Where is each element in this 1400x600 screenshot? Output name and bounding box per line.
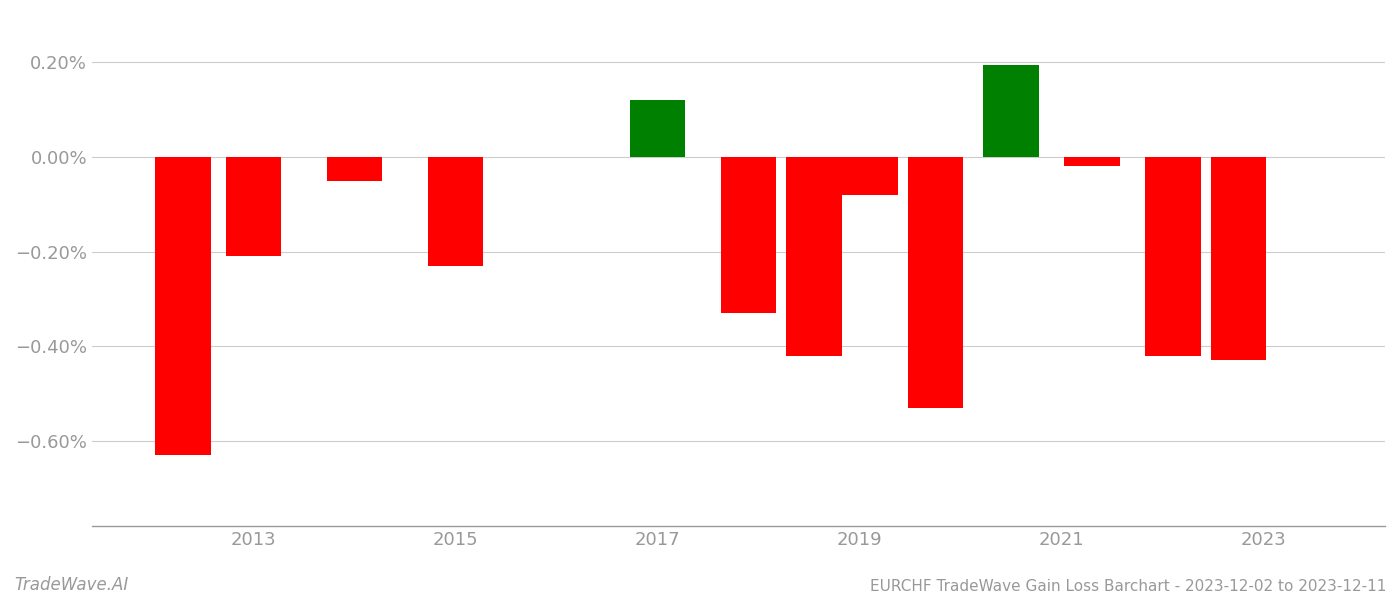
Bar xyxy=(1145,157,1201,356)
Bar xyxy=(787,157,841,356)
Text: EURCHF TradeWave Gain Loss Barchart - 2023-12-02 to 2023-12-11: EURCHF TradeWave Gain Loss Barchart - 20… xyxy=(869,579,1386,594)
Bar xyxy=(983,65,1039,157)
Bar xyxy=(1211,157,1266,361)
Bar xyxy=(841,157,897,195)
Bar xyxy=(1064,157,1120,166)
Bar xyxy=(721,157,777,313)
Text: TradeWave.AI: TradeWave.AI xyxy=(14,576,129,594)
Bar xyxy=(225,157,281,256)
Bar xyxy=(907,157,963,408)
Bar xyxy=(326,157,382,181)
Bar xyxy=(155,157,210,455)
Bar xyxy=(630,100,686,157)
Bar xyxy=(428,157,483,266)
